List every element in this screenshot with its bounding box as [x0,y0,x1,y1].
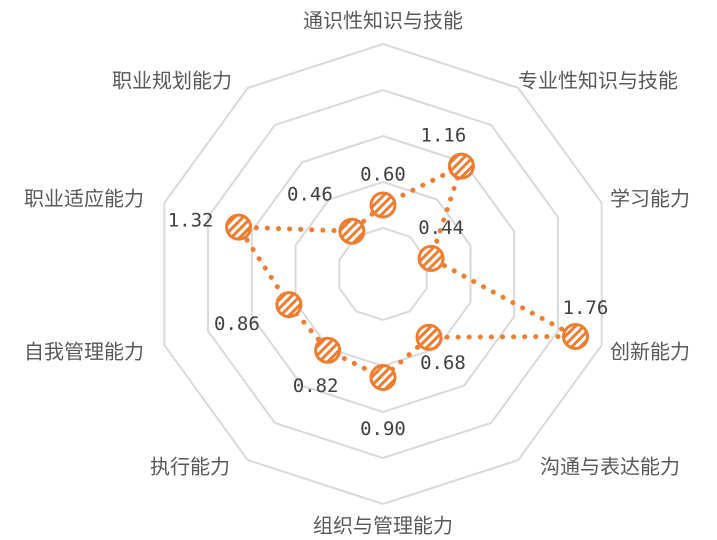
data-label: 1.32 [168,210,214,232]
data-label-layer: 0.60 1.16 0.44 1.76 0.68 0.90 0.82 0.86 1.32 0.46 [168,125,609,440]
axis-label: 组织与管理能力 [313,514,453,538]
marker-layer [225,152,589,391]
data-label: 0.82 [293,375,339,397]
axis-label: 创新能力 [610,340,690,364]
data-label: 1.16 [421,125,467,147]
data-point [314,336,342,364]
data-point [275,291,303,319]
data-point [417,244,445,272]
data-point [369,364,397,391]
data-label: 1.76 [563,297,609,319]
data-point [415,323,443,351]
axis-label: 通识性知识与技能 [303,9,463,33]
axis-label: 职业规划能力 [112,69,232,93]
data-label: 0.86 [214,313,260,335]
axis-label: 学习能力 [610,187,690,211]
grid-ring-4 [207,88,559,460]
data-label: 0.46 [287,184,333,206]
data-label: 0.68 [420,352,466,374]
axis-label: 职业适应能力 [24,187,144,211]
data-label: 0.90 [360,418,406,440]
data-point [338,217,366,245]
grid-ring-5 [163,42,603,506]
axis-label: 自我管理能力 [24,340,144,364]
data-label: 0.60 [360,164,406,186]
grid-ring-3 [250,134,516,414]
data-point [562,323,589,350]
axis-label: 沟通与表达能力 [540,455,680,479]
data-point [369,191,397,219]
data-label: 0.44 [418,217,464,239]
radar-grid [163,42,603,506]
axis-label: 执行能力 [150,455,230,479]
data-point [225,213,253,241]
axis-label: 专业性知识与技能 [518,69,678,93]
data-point [447,152,475,180]
